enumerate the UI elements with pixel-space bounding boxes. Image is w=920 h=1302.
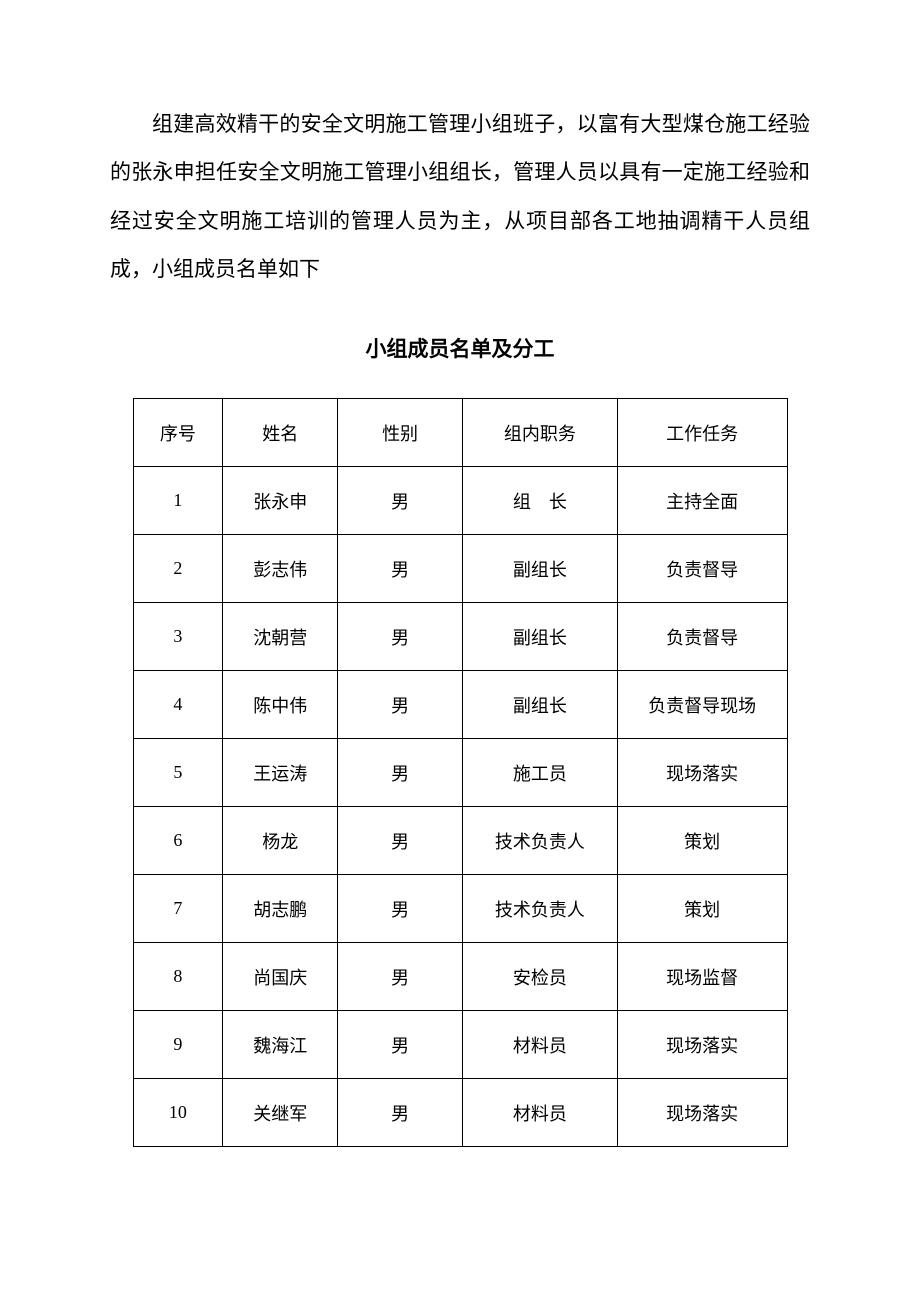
cell-seq: 7 [133,875,223,943]
header-task: 工作任务 [617,399,787,467]
member-table: 序号 姓名 性别 组内职务 工作任务 1 张永申 男 组 长 主持全面 2 彭志… [133,398,788,1147]
cell-name: 彭志伟 [223,535,338,603]
header-name: 姓名 [223,399,338,467]
cell-seq: 1 [133,467,223,535]
cell-gender: 男 [338,603,463,671]
table-row: 10 关继军 男 材料员 现场落实 [133,1079,787,1147]
cell-gender: 男 [338,535,463,603]
cell-gender: 男 [338,875,463,943]
table-row: 4 陈中伟 男 副组长 负责督导现场 [133,671,787,739]
cell-role: 材料员 [462,1079,617,1147]
cell-name: 尚国庆 [223,943,338,1011]
cell-task: 负责督导 [617,603,787,671]
cell-gender: 男 [338,671,463,739]
table-row: 9 魏海江 男 材料员 现场落实 [133,1011,787,1079]
cell-name: 沈朝营 [223,603,338,671]
table-row: 6 杨龙 男 技术负责人 策划 [133,807,787,875]
header-role: 组内职务 [462,399,617,467]
table-row: 8 尚国庆 男 安检员 现场监督 [133,943,787,1011]
cell-role: 副组长 [462,671,617,739]
table-row: 2 彭志伟 男 副组长 负责督导 [133,535,787,603]
table-row: 7 胡志鹏 男 技术负责人 策划 [133,875,787,943]
cell-name: 陈中伟 [223,671,338,739]
cell-name: 胡志鹏 [223,875,338,943]
cell-seq: 5 [133,739,223,807]
cell-gender: 男 [338,943,463,1011]
cell-seq: 10 [133,1079,223,1147]
cell-role: 施工员 [462,739,617,807]
cell-task: 负责督导 [617,535,787,603]
cell-seq: 4 [133,671,223,739]
cell-role: 技术负责人 [462,875,617,943]
cell-role: 副组长 [462,535,617,603]
table-body: 1 张永申 男 组 长 主持全面 2 彭志伟 男 副组长 负责督导 3 沈朝营 … [133,467,787,1147]
cell-seq: 6 [133,807,223,875]
cell-gender: 男 [338,807,463,875]
cell-task: 负责督导现场 [617,671,787,739]
cell-gender: 男 [338,1011,463,1079]
cell-gender: 男 [338,1079,463,1147]
cell-task: 主持全面 [617,467,787,535]
header-seq: 序号 [133,399,223,467]
table-row: 1 张永申 男 组 长 主持全面 [133,467,787,535]
cell-name: 张永申 [223,467,338,535]
cell-role: 组 长 [462,467,617,535]
cell-gender: 男 [338,467,463,535]
cell-task: 现场落实 [617,739,787,807]
header-gender: 性别 [338,399,463,467]
table-header-row: 序号 姓名 性别 组内职务 工作任务 [133,399,787,467]
cell-name: 魏海江 [223,1011,338,1079]
cell-role: 材料员 [462,1011,617,1079]
cell-name: 杨龙 [223,807,338,875]
cell-seq: 8 [133,943,223,1011]
cell-task: 策划 [617,875,787,943]
cell-seq: 9 [133,1011,223,1079]
cell-seq: 2 [133,535,223,603]
cell-task: 现场落实 [617,1079,787,1147]
table-row: 3 沈朝营 男 副组长 负责督导 [133,603,787,671]
cell-name: 王运涛 [223,739,338,807]
cell-seq: 3 [133,603,223,671]
cell-task: 策划 [617,807,787,875]
cell-task: 现场落实 [617,1011,787,1079]
cell-role: 安检员 [462,943,617,1011]
table-title: 小组成员名单及分工 [110,333,810,363]
table-row: 5 王运涛 男 施工员 现场落实 [133,739,787,807]
cell-name: 关继军 [223,1079,338,1147]
cell-role: 技术负责人 [462,807,617,875]
cell-task: 现场监督 [617,943,787,1011]
cell-role: 副组长 [462,603,617,671]
intro-paragraph: 组建高效精干的安全文明施工管理小组班子，以富有大型煤仓施工经验的张永申担任安全文… [110,100,810,293]
cell-gender: 男 [338,739,463,807]
